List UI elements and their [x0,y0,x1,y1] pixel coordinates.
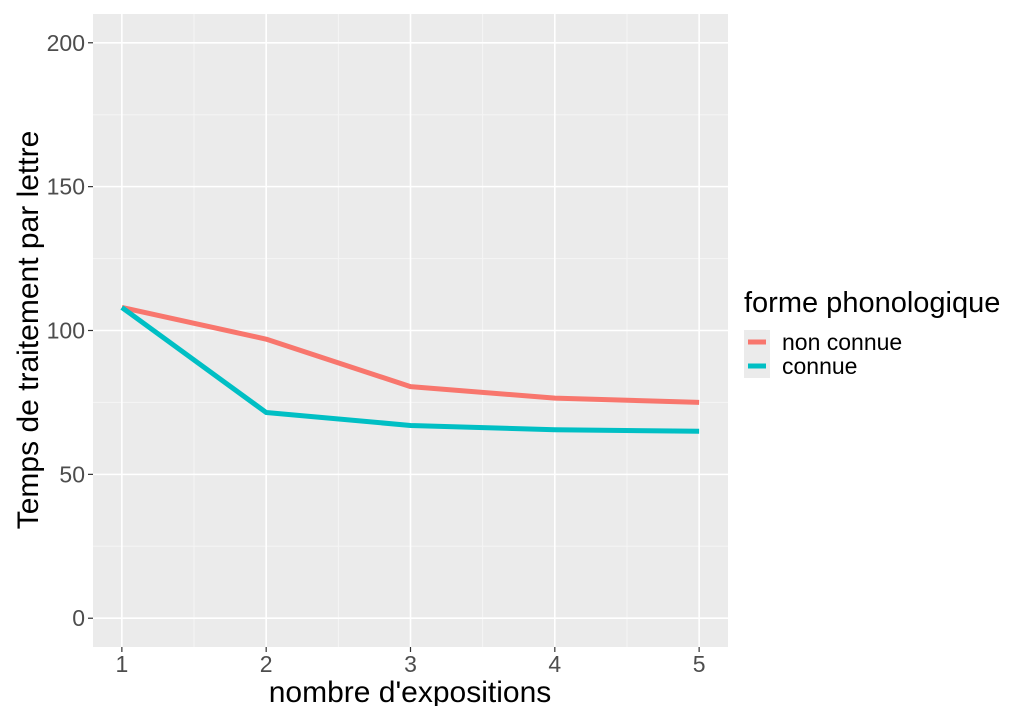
x-tick-label: 3 [404,651,417,677]
y-tick-label: 150 [47,174,85,200]
legend-label-connue: connue [782,353,857,379]
x-tick-label: 2 [260,651,273,677]
x-axis-title: nombre d'expositions [269,676,552,706]
y-tick-label: 200 [47,30,85,56]
series-line-non-connue [121,305,700,405]
y-tick-label: 100 [47,318,85,344]
y-axis-ticks: 0 50 100 150 200 [47,30,93,631]
x-tick-label: 4 [548,651,561,677]
y-axis-title: Temps de traitement par lettre [12,131,45,530]
legend-title: forme phonologique [744,287,1000,319]
x-axis-ticks: 1 2 3 4 5 [115,647,706,677]
legend-label-non-connue: non connue [782,329,902,355]
y-tick-label: 0 [72,605,85,631]
major-gridlines [93,14,728,647]
x-tick-label: 1 [115,651,128,677]
series-line-connue [120,305,700,434]
series-lines [120,305,700,434]
x-tick-label: 5 [693,651,706,677]
y-tick-label: 50 [59,461,85,487]
